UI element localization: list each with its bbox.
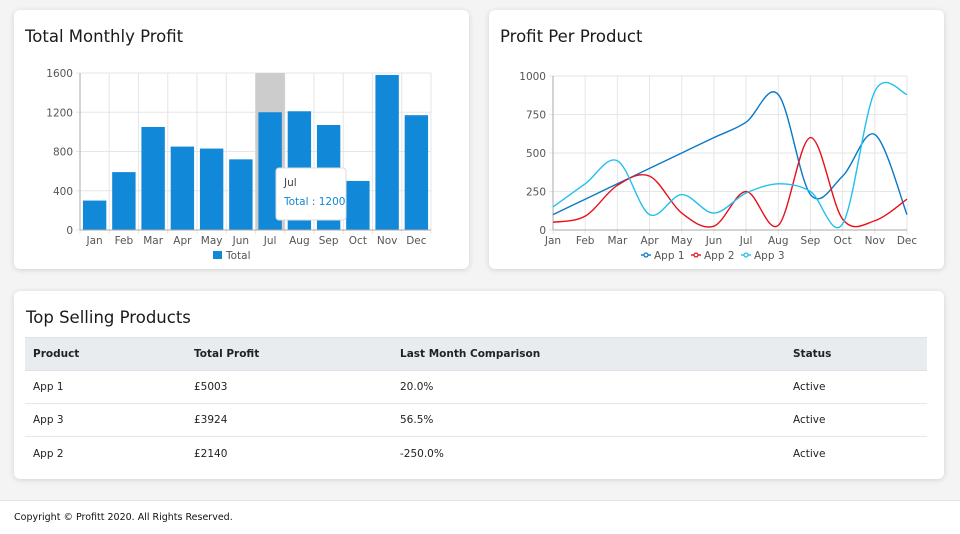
x-tick-label: Mar	[143, 235, 163, 247]
y-tick-label: 1200	[46, 107, 73, 119]
copyright-text: Copyright © Profitt 2020. All Rights Res…	[14, 512, 233, 523]
bar-jun	[229, 159, 253, 230]
series-line-app-1	[552, 91, 908, 216]
x-tick-label: Dec	[897, 235, 918, 247]
status-cell: Active	[793, 381, 826, 393]
comparison-cell: 20.0%	[400, 381, 434, 393]
column-header-status[interactable]: Status	[793, 348, 832, 360]
top-selling-products-card: Top Selling Products Product Total Profi…	[14, 291, 944, 479]
monthly-profit-bar-chart[interactable]: 0 400 800 1200 1600 Jan Feb Mar Apr May Jun Jul Aug S…	[14, 10, 469, 269]
x-tick-label: Jul	[739, 235, 753, 247]
x-tick-label: Apr	[640, 235, 659, 247]
legend-label-app-3: App 3	[754, 250, 785, 262]
bar-nov	[375, 74, 399, 231]
x-tick-label: Jul	[263, 235, 277, 247]
x-tick-label: Jan	[86, 235, 103, 247]
x-tick-label: Aug	[289, 235, 310, 247]
profit-per-product-card: Profit Per Product Jan Feb Mar Apr May Jun Jul…	[489, 10, 944, 269]
profit-per-product-line-chart[interactable]: Jan Feb Mar Apr May Jun Jul Aug Sep Oct Nov Dec 0 250…	[489, 10, 944, 269]
comparison-cell: 56.5%	[400, 414, 434, 426]
column-header-total-profit[interactable]: Total Profit	[194, 348, 260, 360]
bar-may	[199, 148, 224, 230]
y-tick-label: 400	[53, 186, 73, 198]
y-tick-label: 1600	[46, 68, 73, 80]
y-tick-label: 750	[526, 110, 546, 122]
x-tick-label: Dec	[406, 235, 427, 247]
bar-jan	[82, 200, 107, 230]
series-line-app-2	[552, 136, 908, 228]
bar-dec	[404, 115, 429, 230]
x-tick-label: May	[671, 235, 693, 247]
status-cell: Active	[793, 447, 826, 460]
footer: Copyright © Profitt 2020. All Rights Res…	[0, 500, 960, 534]
bar-mar	[141, 126, 165, 230]
bar-oct	[346, 180, 370, 230]
series-line-app-3	[552, 82, 908, 229]
total-profit-cell: £2140	[194, 447, 228, 460]
table-row: App 1 £5003 20.0% Active	[25, 371, 927, 404]
x-tick-label: Jun	[705, 235, 722, 247]
table-row: App 3 £3924 56.5% Active	[25, 404, 927, 437]
tooltip-box	[275, 167, 347, 221]
legend-label-total: Total	[225, 250, 251, 262]
column-header-last-month-comparison[interactable]: Last Month Comparison	[400, 348, 541, 360]
tooltip-value: Total : 1200	[283, 196, 345, 208]
y-tick-label: 250	[526, 187, 546, 199]
total-monthly-profit-card: Total Monthly Profit 0 400 800 1200 1600 Jan F…	[14, 10, 469, 269]
column-header-product[interactable]: Product	[33, 348, 80, 360]
legend-marker-app-2	[693, 252, 699, 258]
legend-swatch-total	[213, 251, 222, 259]
y-tick-label: 800	[53, 147, 73, 159]
bar-feb	[112, 172, 136, 230]
x-tick-label: Aug	[768, 235, 789, 247]
card-title: Total Monthly Profit	[25, 27, 184, 46]
x-tick-label: Sep	[319, 235, 339, 247]
y-tick-label: 0	[539, 225, 546, 237]
total-profit-cell: £5003	[194, 381, 228, 393]
card-title: Profit Per Product	[500, 27, 643, 46]
bar-apr	[170, 146, 195, 230]
product-cell: App 3	[33, 414, 64, 426]
x-tick-label: Nov	[377, 235, 398, 247]
x-tick-label: Feb	[115, 235, 134, 247]
table-header: Product Total Profit Last Month Comparis…	[25, 337, 927, 371]
legend-label-app-1: App 1	[654, 250, 685, 262]
product-cell: App 1	[33, 381, 64, 393]
x-tick-label: Oct	[834, 235, 852, 247]
status-cell: Active	[793, 414, 826, 426]
table-row: App 2 £2140 -250.0% Active	[25, 437, 927, 470]
tooltip-title: Jul	[283, 177, 297, 189]
x-tick-label: Mar	[607, 235, 627, 247]
x-tick-label: Apr	[173, 235, 192, 247]
x-tick-label: May	[201, 235, 223, 247]
y-tick-label: 0	[66, 225, 73, 237]
legend-marker-app-3	[743, 252, 749, 258]
total-profit-cell: £3924	[194, 414, 228, 426]
x-tick-label: Sep	[801, 235, 821, 247]
card-title: Top Selling Products	[26, 308, 191, 327]
legend-label-app-2: App 2	[704, 250, 735, 262]
x-tick-label: Oct	[349, 235, 367, 247]
x-tick-label: Nov	[865, 235, 886, 247]
x-tick-label: Jan	[544, 235, 561, 247]
comparison-cell: -250.0%	[400, 447, 444, 460]
legend-marker-app-1	[643, 252, 649, 258]
x-tick-label: Feb	[576, 235, 595, 247]
product-cell: App 2	[33, 447, 64, 460]
y-tick-label: 1000	[519, 71, 546, 83]
x-tick-label: Jun	[232, 235, 249, 247]
y-tick-label: 500	[526, 148, 546, 160]
